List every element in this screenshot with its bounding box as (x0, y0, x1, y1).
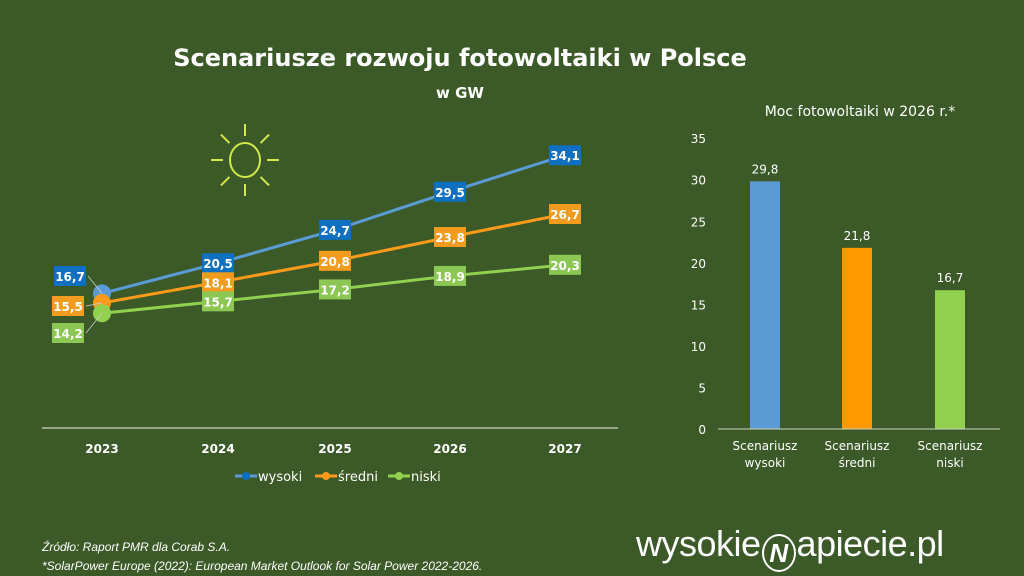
logo-mark: N (761, 534, 796, 572)
legend-label: średni (338, 470, 378, 485)
data-label: 17,2 (320, 283, 350, 297)
y-tick-label: 35 (691, 132, 706, 146)
data-label: 15,5 (53, 300, 83, 314)
legend-marker (242, 472, 250, 480)
data-label: 18,1 (203, 276, 233, 290)
data-label-box (319, 250, 351, 271)
bar-value-label: 29,8 (752, 162, 779, 176)
data-label: 23,8 (435, 231, 465, 245)
data-label-box (52, 323, 84, 343)
data-label: 34,1 (550, 149, 580, 163)
data-label-box (54, 266, 86, 286)
data-label-box (549, 254, 581, 275)
bar-category-label: średni (839, 456, 876, 470)
x-tick-label: 2026 (433, 442, 466, 456)
bar-chart-title: Moc fotowoltaiki w 2026 r.* (764, 104, 956, 120)
x-tick-label: 2027 (548, 442, 581, 456)
data-label: 29,5 (435, 186, 465, 200)
logo-right: apiecie.pl (796, 523, 945, 564)
data-label-box (549, 145, 581, 166)
bar (750, 181, 780, 429)
legend-marker (322, 472, 330, 480)
source-text: Źródło: Raport PMR dla Corab S.A. (42, 540, 231, 554)
bar-category-label: Scenariusz (825, 439, 890, 453)
data-label-box (434, 265, 466, 286)
y-tick-label: 25 (691, 215, 706, 229)
data-label: 20,5 (203, 257, 233, 271)
bar-category-label: Scenariusz (918, 439, 983, 453)
data-label-box (202, 291, 234, 312)
data-label: 14,2 (53, 327, 83, 341)
bar-value-label: 21,8 (844, 229, 871, 243)
bar-category-label: Scenariusz (733, 439, 798, 453)
data-label-box (319, 219, 351, 240)
y-tick-label: 30 (691, 174, 706, 188)
leader-line (85, 313, 103, 334)
bar (935, 290, 965, 429)
data-label-box (202, 272, 234, 293)
note-text: *SolarPower Europe (2022): European Mark… (42, 559, 483, 573)
bar-category-label: niski (936, 456, 963, 470)
chart-title: Scenariusze rozwoju fotowoltaiki w Polsc… (173, 44, 747, 72)
data-label-box (52, 296, 84, 316)
data-label-box (434, 181, 466, 202)
y-tick-label: 0 (698, 423, 706, 437)
bar-value-label: 16,7 (937, 271, 964, 285)
x-tick-label: 2023 (85, 442, 118, 456)
data-label-box (434, 227, 466, 248)
data-label: 16,7 (55, 270, 85, 284)
data-label: 26,7 (550, 208, 580, 222)
data-label-box (549, 204, 581, 225)
data-label: 20,8 (320, 255, 350, 269)
bar-category-label: wysoki (745, 456, 786, 470)
y-tick-label: 20 (691, 257, 706, 271)
legend-marker (395, 472, 403, 480)
data-label: 20,3 (550, 259, 580, 273)
legend-label: wysoki (258, 470, 302, 485)
y-tick-label: 5 (698, 381, 706, 395)
chart-subtitle: w GW (436, 84, 484, 102)
data-label: 24,7 (320, 224, 350, 238)
data-label-box (319, 279, 351, 300)
bar (842, 247, 872, 429)
leader-line (87, 275, 103, 294)
leader-line (85, 302, 103, 307)
footer-source: Źródło: Raport PMR dla Corab S.A. *Solar… (42, 538, 482, 576)
sun-icon (211, 124, 279, 196)
x-tick-label: 2025 (318, 442, 351, 456)
legend-label: niski (411, 470, 441, 485)
data-label-box (202, 253, 234, 274)
y-tick-label: 10 (691, 340, 706, 354)
x-tick-label: 2024 (201, 442, 234, 456)
data-label: 15,7 (203, 295, 233, 309)
data-label: 18,9 (435, 270, 465, 284)
y-tick-label: 15 (691, 298, 706, 312)
logo-left: wysokie (636, 523, 761, 564)
